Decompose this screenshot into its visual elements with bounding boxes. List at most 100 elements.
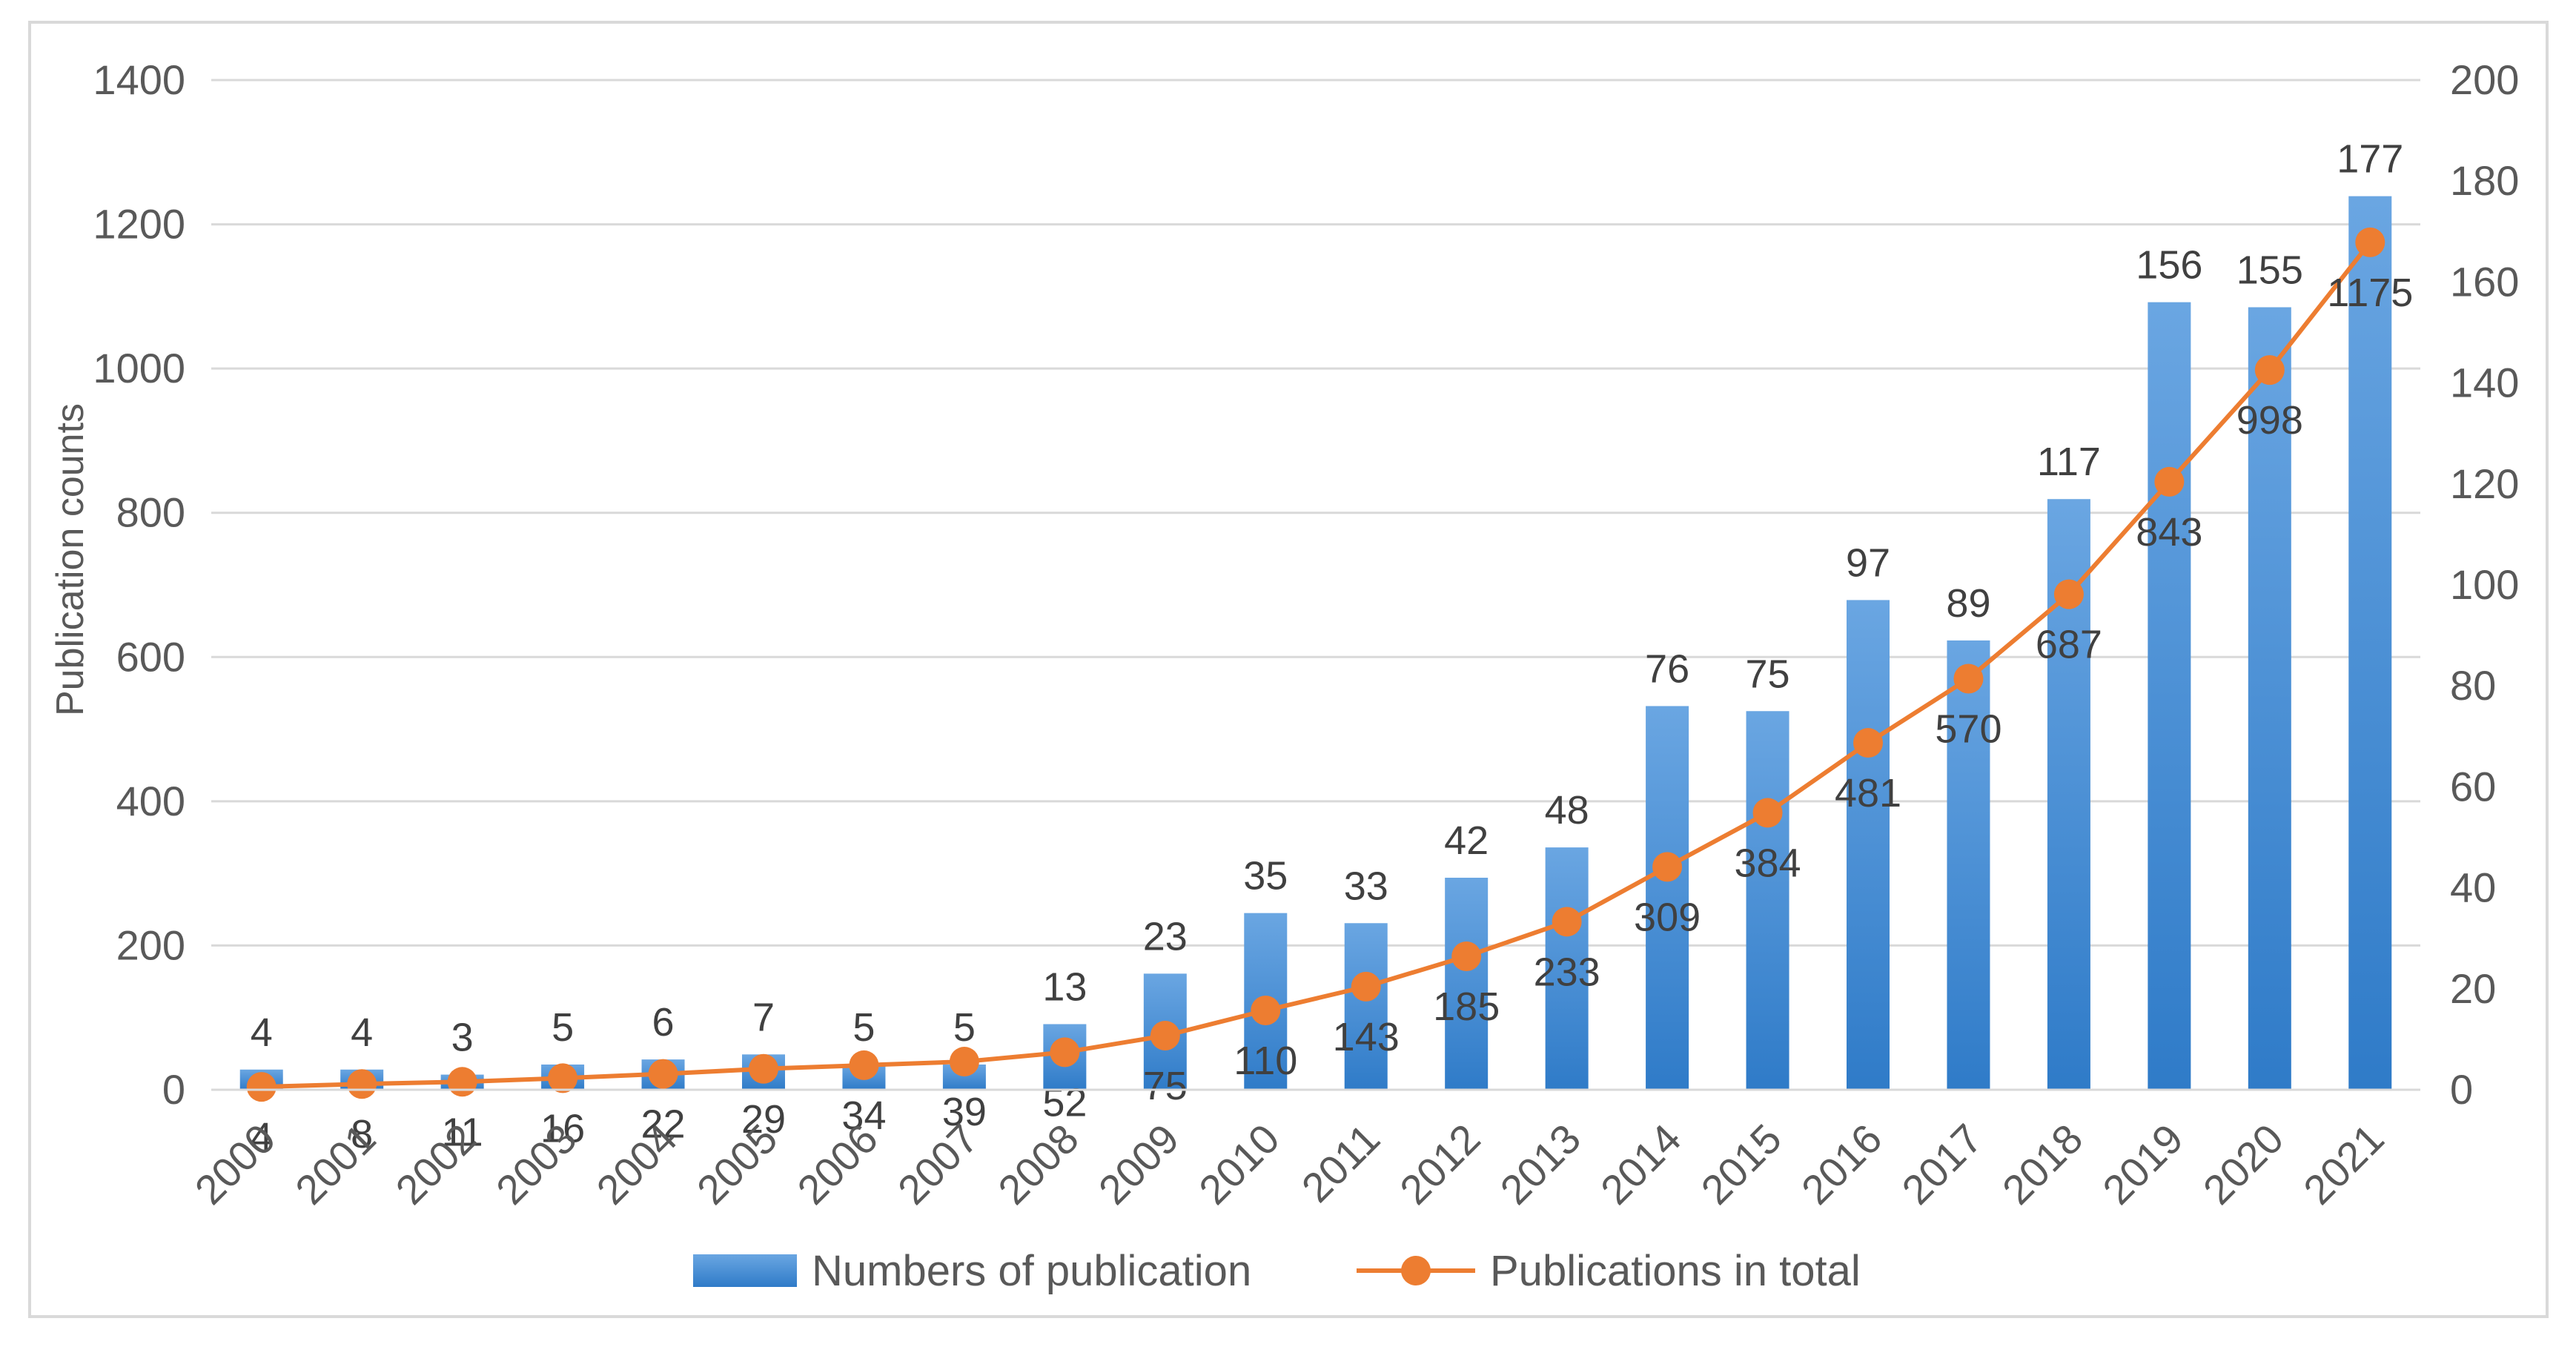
x-tick-label: 2015 (1692, 1115, 1790, 1214)
line-point (1251, 995, 1281, 1025)
line-data-label: 16 (540, 1106, 585, 1151)
y-left-tick-label: 1400 (93, 56, 185, 103)
line-point (1150, 1021, 1180, 1051)
line-point (1552, 907, 1582, 937)
line-data-label: 843 (2136, 510, 2202, 555)
line-data-label: 34 (841, 1093, 886, 1138)
line-data-label: 481 (1835, 771, 1901, 815)
y-right-tick-label: 0 (2450, 1066, 2473, 1113)
x-tick-label: 2017 (1893, 1115, 1991, 1214)
line-point (1351, 971, 1381, 1002)
y-left-tick-label: 0 (162, 1066, 185, 1113)
bar-data-label: 6 (652, 1000, 675, 1045)
bar-data-label: 4 (351, 1010, 373, 1055)
bar (1344, 923, 1388, 1090)
line-point (246, 1072, 277, 1102)
y-right-tick-label: 80 (2450, 662, 2496, 709)
bar-data-label: 177 (2337, 137, 2403, 182)
y-right-tick-label: 180 (2450, 157, 2519, 204)
bar (1746, 711, 1789, 1090)
x-tick-label: 2014 (1592, 1115, 1690, 1214)
bar-data-label: 48 (1545, 788, 1589, 833)
bar (2348, 196, 2392, 1090)
bar-data-label: 76 (1645, 646, 1689, 691)
legend-bar-swatch (693, 1254, 797, 1287)
line-point (1451, 941, 1482, 972)
bar-data-label: 42 (1444, 818, 1489, 863)
bar-data-label: 4 (251, 1010, 273, 1055)
y-left-tick-label: 200 (116, 921, 185, 968)
line-point (749, 1053, 778, 1084)
y-right-tick-label: 160 (2450, 258, 2519, 305)
bar-data-label: 33 (1344, 864, 1388, 908)
bar-data-label: 97 (1846, 540, 1890, 585)
line-data-label: 110 (1234, 1039, 1297, 1083)
line-point (1953, 663, 1984, 694)
bar (1646, 706, 1689, 1090)
y-left-tick-label: 1000 (93, 345, 185, 391)
y-left-tick-label: 600 (116, 633, 185, 680)
bar-data-label: 35 (1243, 854, 1288, 898)
bar (1445, 877, 1489, 1090)
y-left-tick-label: 1200 (93, 201, 185, 248)
line-data-label: 309 (1634, 895, 1701, 939)
x-tick-label: 2019 (2093, 1115, 2192, 1214)
line-point (447, 1067, 477, 1097)
line-point (2355, 227, 2385, 257)
legend-line-marker (1401, 1256, 1431, 1285)
line-series (261, 241, 2372, 1090)
legend: Numbers of publication Publications in t… (693, 1247, 1861, 1295)
line-point (849, 1050, 879, 1080)
bar-data-label: 89 (1946, 581, 1990, 626)
y-right-tick-label: 60 (2450, 763, 2496, 810)
x-tick-label: 2021 (2294, 1115, 2393, 1214)
x-tick-label: 2013 (1491, 1115, 1589, 1214)
line-data-label: 185 (1433, 984, 1500, 1029)
x-tick-label: 2016 (1792, 1115, 1891, 1214)
line-point (1853, 728, 1883, 758)
x-tick-label: 2009 (1090, 1115, 1188, 1214)
bar-data-label: 5 (953, 1005, 976, 1050)
line-point (1652, 852, 1683, 882)
x-tick-label: 2010 (1190, 1115, 1288, 1214)
bar-data-label: 23 (1143, 914, 1188, 959)
line-data-label: 384 (1734, 841, 1801, 885)
line-data-label: 11 (442, 1110, 483, 1154)
x-tick-label: 2018 (1993, 1115, 2092, 1214)
line-data-label: 8 (351, 1112, 373, 1156)
y-left-tick-label: 800 (116, 489, 185, 536)
y-right-tick-label: 20 (2450, 965, 2496, 1012)
line-point (347, 1069, 377, 1099)
line-point (2053, 579, 2084, 609)
bar-data-label: 117 (2037, 440, 2101, 484)
line-data-label: 143 (1333, 1015, 1400, 1059)
x-tick-label: 2012 (1391, 1115, 1489, 1214)
legend-bar-label: Numbers of publication (812, 1247, 1251, 1295)
line-data-label: 29 (741, 1097, 786, 1142)
line-data-label: 998 (2236, 398, 2303, 443)
bar-data-label: 5 (852, 1005, 875, 1050)
line-point (949, 1047, 979, 1077)
bar (1947, 640, 1990, 1090)
bar-data-label: 75 (1746, 652, 1790, 696)
line-point (2254, 355, 2285, 385)
chart-frame (28, 21, 2549, 1318)
bar-data-label: 156 (2136, 243, 2202, 288)
line-data-label: 687 (2036, 623, 2102, 667)
y-left-tick-label: 400 (116, 778, 185, 824)
y-right-tick-label: 120 (2450, 460, 2519, 507)
line-data-label: 1175 (2327, 271, 2413, 315)
x-tick-label: 2011 (1293, 1115, 1389, 1211)
bar (1545, 847, 1589, 1090)
bar-data-label: 7 (752, 995, 775, 1039)
line-point (1050, 1037, 1080, 1068)
line-data-label: 233 (1534, 950, 1600, 994)
y-axis-title: Publication counts (49, 403, 92, 716)
y-right-tick-label: 40 (2450, 864, 2496, 911)
bar-data-label: 5 (552, 1005, 574, 1050)
y-right-tick-label: 140 (2450, 360, 2519, 406)
line-point (548, 1063, 578, 1093)
line-point (1752, 798, 1783, 828)
line-data-label: 75 (1143, 1064, 1188, 1108)
line-data-label: 4 (251, 1115, 273, 1159)
